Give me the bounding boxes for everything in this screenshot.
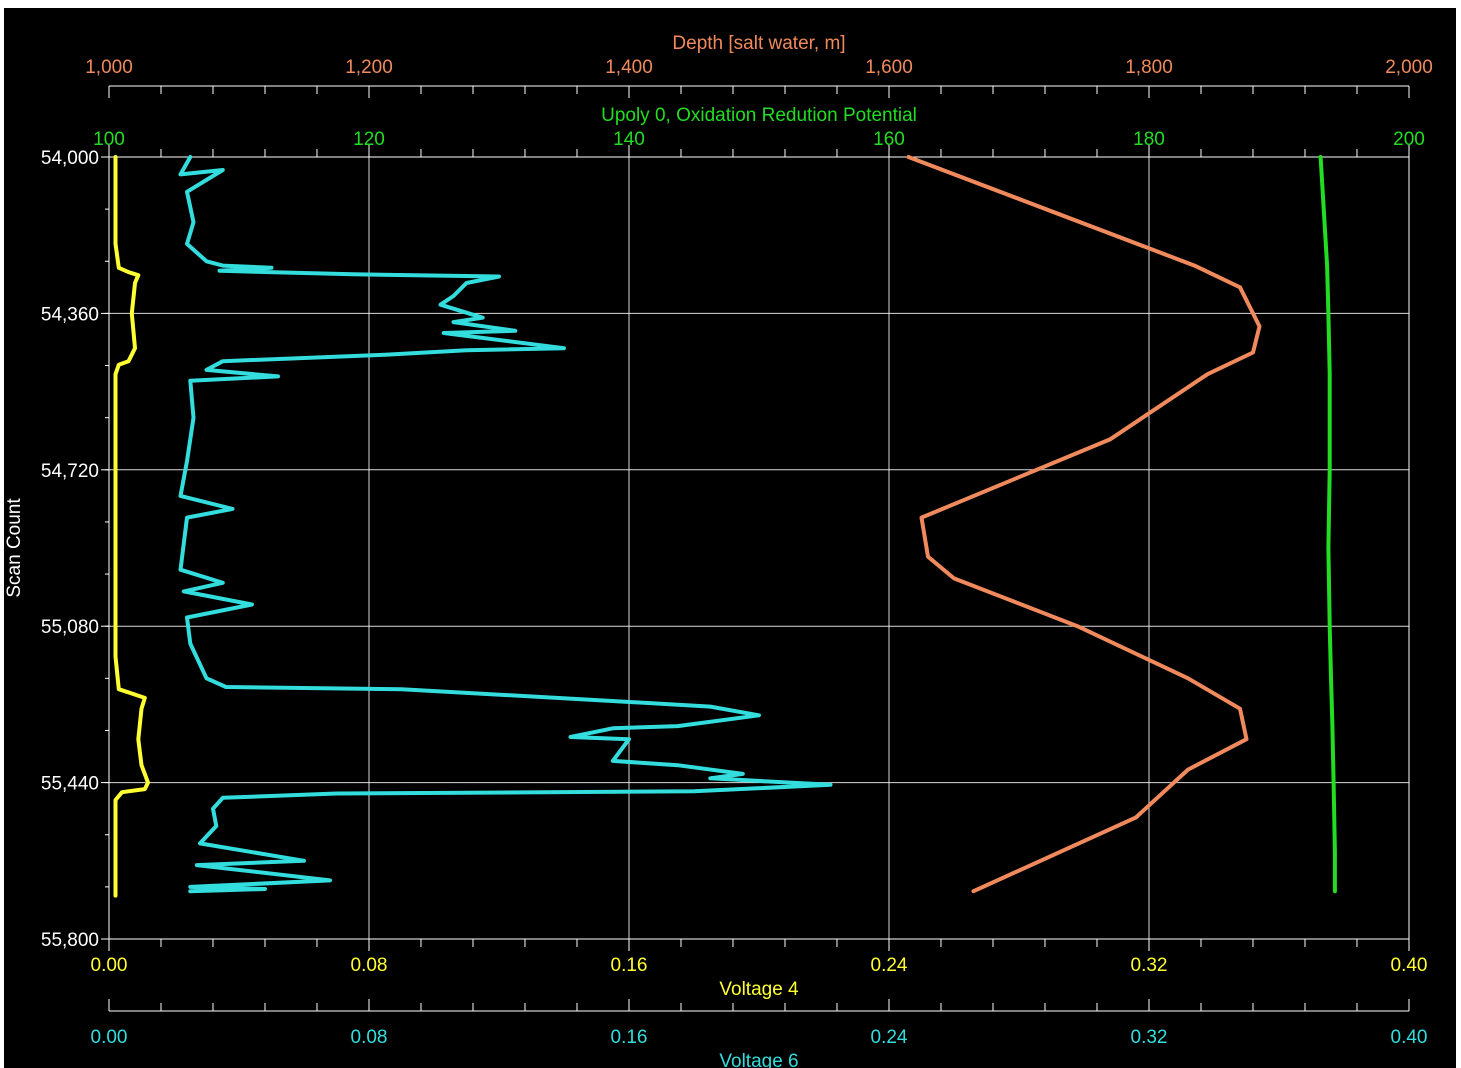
voltage4-axis-tick-label: 0.24 bbox=[871, 955, 908, 976]
voltage6-axis-tick-label: 0.00 bbox=[91, 1027, 128, 1048]
left-axis-tick-label: 55,440 bbox=[41, 774, 99, 795]
series-group bbox=[113, 155, 1337, 898]
voltage4-axis-title: Voltage 4 bbox=[719, 979, 799, 1000]
voltage6-axis-tick-label: 0.16 bbox=[611, 1027, 648, 1048]
orp-axis-tick-label: 140 bbox=[613, 129, 645, 150]
depth-axis-tick-label: 1,800 bbox=[1125, 57, 1173, 78]
left-axis-tick-label: 54,720 bbox=[41, 461, 99, 482]
voltage6-axis-title: Voltage 6 bbox=[719, 1051, 798, 1068]
series-line-bottom-2 bbox=[178, 155, 833, 894]
depth-axis-tick-label: 2,000 bbox=[1385, 57, 1433, 78]
orp-axis-tick-label: 120 bbox=[353, 129, 385, 150]
left-axis-tick-label: 55,800 bbox=[41, 930, 99, 951]
left-axis-title: Scan Count bbox=[4, 498, 25, 598]
orp-axis-title: Upoly 0, Oxidation Redution Potential bbox=[601, 105, 917, 126]
voltage4-axis-tick-label: 0.08 bbox=[351, 955, 388, 976]
left-axis-tick-label: 55,080 bbox=[41, 617, 99, 638]
left-axis-tick-label: 54,360 bbox=[41, 304, 99, 325]
orp-axis-tick-label: 100 bbox=[93, 129, 125, 150]
depth-axis-tick-label: 1,200 bbox=[345, 57, 393, 78]
voltage4-axis-tick-label: 0.00 bbox=[91, 955, 128, 976]
orp-axis-tick-label: 200 bbox=[1393, 129, 1425, 150]
axes: 54,000 54,360 54,720 55,080 55,440 55,800 Scan… bbox=[4, 33, 1433, 1068]
series-line-bottom-1 bbox=[113, 155, 150, 898]
depth-axis-tick-label: 1,600 bbox=[865, 57, 913, 78]
series-line-top-1 bbox=[906, 155, 1262, 894]
orp-axis-tick-label: 180 bbox=[1133, 129, 1165, 150]
voltage6-axis-tick-label: 0.40 bbox=[1391, 1027, 1428, 1048]
orp-axis-tick-label: 160 bbox=[873, 129, 905, 150]
voltage4-axis-tick-label: 0.40 bbox=[1391, 955, 1428, 976]
chart-background: 54,000 54,360 54,720 55,080 55,440 55,800 Scan… bbox=[4, 8, 1456, 1068]
voltage4-axis-tick-label: 0.32 bbox=[1131, 955, 1168, 976]
depth-axis-tick-label: 1,400 bbox=[605, 57, 653, 78]
voltage6-axis-tick-label: 0.08 bbox=[351, 1027, 388, 1048]
depth-axis-title: Depth [salt water, m] bbox=[672, 33, 845, 54]
left-axis-tick-label: 54,000 bbox=[41, 148, 99, 169]
series-line-top-2 bbox=[1318, 155, 1337, 894]
voltage4-axis-tick-label: 0.16 bbox=[611, 955, 648, 976]
chart: 54,000 54,360 54,720 55,080 55,440 55,800 Scan… bbox=[4, 33, 1433, 1068]
voltage6-axis-tick-label: 0.24 bbox=[871, 1027, 908, 1048]
voltage6-axis-tick-label: 0.32 bbox=[1131, 1027, 1168, 1048]
depth-axis-tick-label: 1,000 bbox=[85, 57, 133, 78]
